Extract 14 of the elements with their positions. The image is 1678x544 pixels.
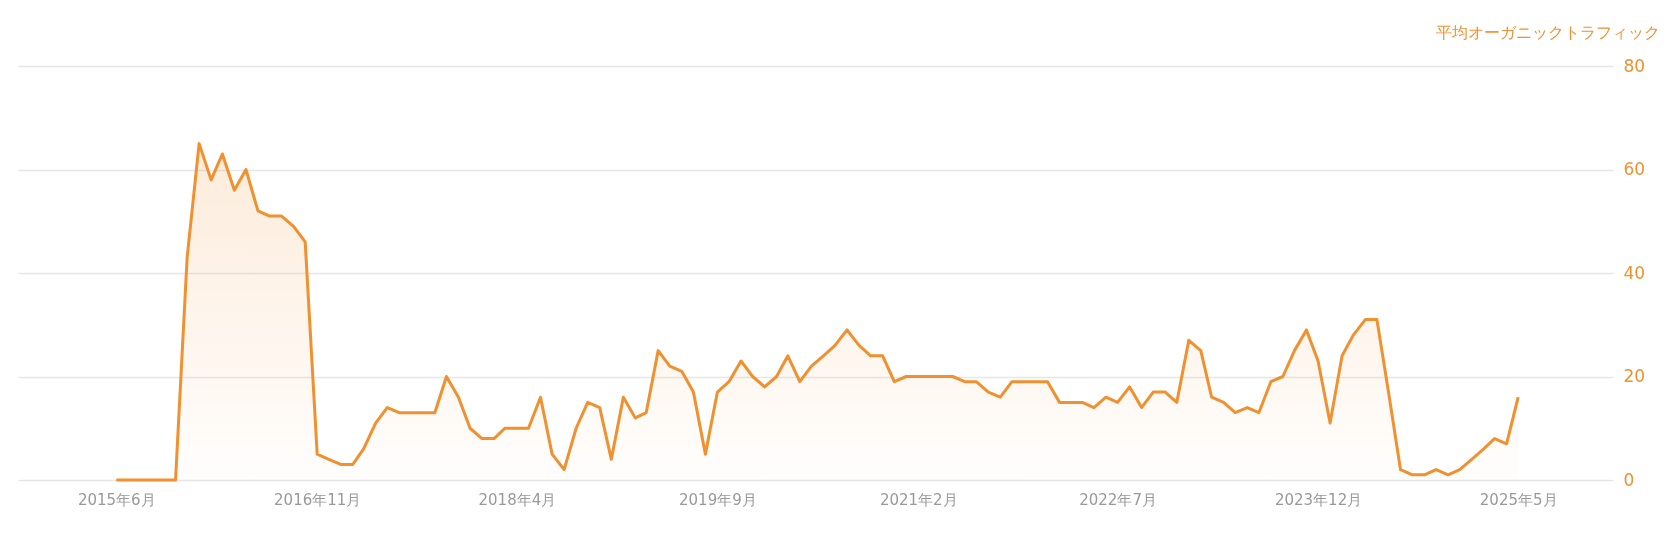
x-tick-label: 2019年9月 <box>679 490 757 509</box>
x-tick-label: 2025年5月 <box>1479 490 1558 509</box>
x-tick-label: 2016年11月 <box>274 490 362 509</box>
y-axis-title: 平均オーガニックトラフィック <box>1435 22 1660 42</box>
y-tick-label: 80 <box>1623 55 1646 76</box>
y-tick-label: 40 <box>1623 262 1646 283</box>
y-tick-label: 20 <box>1623 366 1646 386</box>
x-tick-label: 2023年12月 <box>1274 490 1363 509</box>
x-tick-label: 2015年6月 <box>77 490 156 509</box>
y-tick-label: 60 <box>1623 159 1646 179</box>
y-tick-label: 0 <box>1623 469 1635 490</box>
x-tick-label: 2021年2月 <box>879 490 958 509</box>
x-tick-label: 2018年4月 <box>478 490 557 509</box>
x-tick-label: 2022年7月 <box>1079 490 1157 509</box>
